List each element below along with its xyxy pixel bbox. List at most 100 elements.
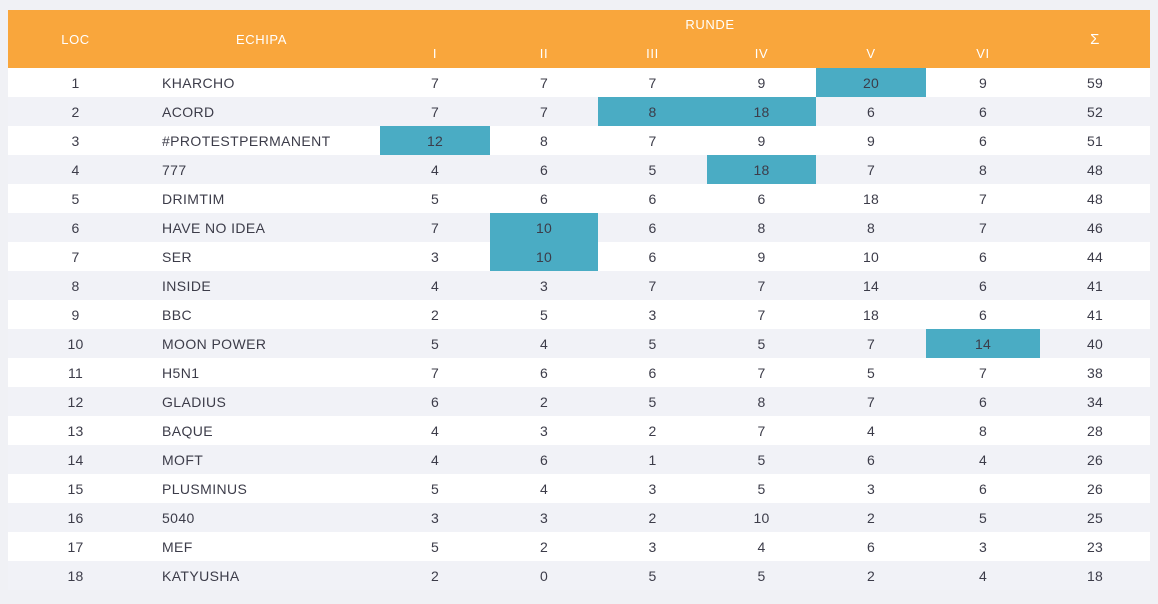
round-score-cell: 8 (757, 219, 766, 236)
round-score-cell: 6 (648, 190, 657, 207)
round-score-cell: 7 (757, 422, 766, 439)
total-cell: 34 (1087, 393, 1103, 410)
round-score-cell: 6 (757, 190, 766, 207)
round-score-cell-best: 10 (490, 213, 598, 242)
table-row: 2 ACORD 7 7 8 18 6 6 52 (8, 97, 1151, 126)
round-score-cell: 7 (431, 103, 439, 120)
round-score-cell: 6 (648, 248, 657, 265)
round-score-cell: 3 (540, 277, 548, 294)
round-score-cell: 5 (757, 480, 766, 497)
round-score-cell: 6 (979, 393, 987, 410)
round-score-cell: 7 (648, 277, 657, 294)
round-score-cell: 3 (540, 509, 548, 526)
round-score-cell: 7 (867, 161, 875, 178)
round-score-cell: 5 (757, 451, 766, 468)
round-score-cell-best: 14 (926, 329, 1041, 358)
round-score-cell: 8 (540, 132, 548, 149)
round-score-cell: 9 (757, 74, 766, 91)
standings-table: LOC ECHIPA RUNDE Σ I II III IV V VI 1 KHARCHO 7… (8, 10, 1151, 590)
header-round-i: I (380, 39, 490, 68)
round-score-cell: 6 (867, 103, 875, 120)
team-name-cell: KATYUSHA (162, 567, 240, 584)
round-score-cell: 9 (979, 74, 987, 91)
round-score-cell: 5 (648, 567, 657, 584)
round-score-cell: 5 (867, 364, 875, 381)
table-row: 12 GLADIUS 6 2 5 8 7 6 34 (8, 387, 1151, 416)
round-score-cell: 2 (431, 567, 439, 584)
round-score-cell: 8 (867, 219, 875, 236)
round-score-cell: 5 (979, 509, 987, 526)
round-score-cell: 4 (979, 567, 987, 584)
round-score-cell: 3 (431, 248, 439, 265)
total-cell: 28 (1087, 422, 1103, 439)
round-score-cell: 8 (757, 393, 766, 410)
header-row-rounds: I II III IV V VI (8, 39, 1150, 68)
round-score-cell: 18 (863, 190, 879, 207)
total-cell: 18 (1087, 567, 1103, 584)
total-cell: 52 (1087, 103, 1103, 120)
total-cell: 23 (1087, 538, 1103, 555)
loc-cell: 15 (67, 480, 84, 497)
round-score-cell: 4 (431, 451, 439, 468)
loc-cell: 4 (71, 161, 80, 178)
loc-cell: 5 (71, 190, 80, 207)
round-score-cell: 5 (648, 393, 657, 410)
team-name-cell: MOFT (162, 451, 204, 468)
round-score-cell: 8 (979, 161, 987, 178)
round-score-cell: 5 (757, 335, 766, 352)
header-row-top: LOC ECHIPA RUNDE Σ (8, 10, 1151, 68)
loc-cell: 8 (71, 277, 80, 294)
total-cell: 41 (1087, 277, 1103, 294)
table-row: 17 MEF 5 2 3 4 6 3 23 (8, 532, 1151, 561)
round-score-cell: 18 (863, 306, 879, 323)
round-score-cell: 3 (648, 480, 657, 497)
table-row: 4 777 4 6 5 18 7 8 48 (8, 155, 1151, 184)
table-row: 7 SER 3 10 6 9 10 6 44 (8, 242, 1151, 271)
loc-cell: 11 (68, 364, 83, 381)
team-name-cell: INSIDE (162, 277, 212, 294)
round-score-cell: 0 (540, 567, 548, 584)
round-score-cell: 8 (979, 422, 987, 439)
table-row: 11 H5N1 7 6 6 7 5 7 38 (8, 358, 1151, 387)
header-round-ii: II (490, 39, 598, 68)
team-name-cell: BAQUE (162, 422, 214, 439)
table-body: 1 KHARCHO 7 7 7 9 20 9 59 2 ACORD 7 7 8 18 6 6 52 3 #PROTES… (8, 68, 1151, 590)
total-cell: 26 (1087, 480, 1103, 497)
round-score-cell: 3 (431, 509, 439, 526)
header-round-v: V (816, 39, 926, 68)
round-score-cell: 3 (867, 480, 875, 497)
round-score-cell: 2 (540, 538, 548, 555)
round-score-cell: 9 (867, 132, 875, 149)
table-row: 16 5040 3 3 2 10 2 5 25 (8, 503, 1151, 532)
header-round-iv: IV (707, 39, 816, 68)
round-score-cell-best: 20 (816, 68, 926, 97)
round-score-cell: 6 (431, 393, 439, 410)
loc-cell: 10 (67, 335, 84, 352)
round-score-cell: 4 (979, 451, 987, 468)
header-echipa: ECHIPA (143, 10, 380, 68)
team-name-cell: BBC (162, 306, 192, 323)
round-score-cell: 2 (431, 306, 439, 323)
round-score-cell-best: 8 (598, 97, 707, 126)
round-score-cell: 4 (757, 538, 766, 555)
team-name-cell: ACORD (162, 103, 215, 120)
loc-cell: 3 (71, 132, 80, 149)
table-row: 15 PLUSMINUS 5 4 3 5 3 6 26 (8, 474, 1151, 503)
round-score-cell: 7 (431, 364, 439, 381)
total-cell: 40 (1087, 335, 1103, 352)
round-score-cell: 5 (540, 306, 548, 323)
team-name-cell: PLUSMINUS (162, 480, 248, 497)
round-score-cell: 2 (540, 393, 548, 410)
total-cell: 26 (1087, 451, 1103, 468)
round-score-cell: 2 (648, 422, 657, 439)
round-score-cell-best: 18 (707, 155, 816, 184)
round-score-cell: 1 (648, 451, 657, 468)
round-score-cell: 6 (648, 219, 657, 236)
round-score-cell: 4 (431, 422, 439, 439)
round-score-cell: 4 (540, 335, 548, 352)
round-score-cell: 10 (753, 509, 770, 526)
total-cell: 38 (1087, 364, 1103, 381)
loc-cell: 9 (71, 306, 80, 323)
round-score-cell: 3 (648, 538, 657, 555)
round-score-cell: 4 (431, 161, 439, 178)
